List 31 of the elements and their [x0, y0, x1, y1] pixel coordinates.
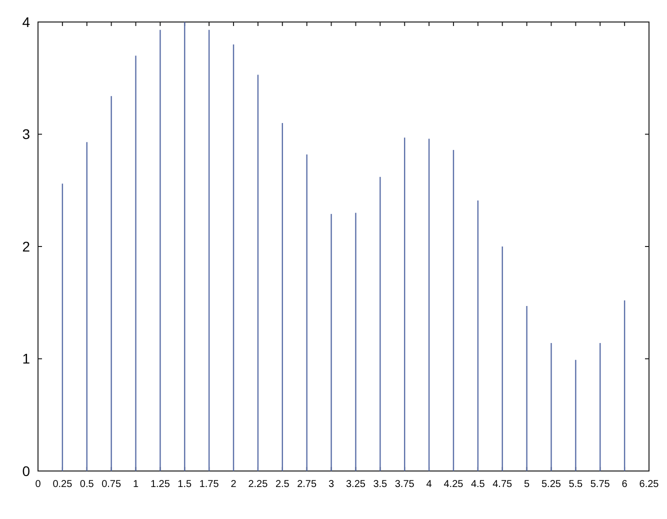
y-tick-label: 0	[22, 462, 30, 479]
x-tick-label: 0.5	[80, 479, 94, 490]
x-tick-label: 3.25	[346, 479, 366, 490]
x-tick-label: 2.25	[248, 479, 268, 490]
x-tick-label: 6	[622, 479, 628, 490]
x-tick-label: 1.25	[150, 479, 170, 490]
x-tick-label: 4.5	[470, 479, 486, 490]
x-tick-label: 0	[35, 479, 42, 490]
x-tick-label: 6.25	[639, 479, 660, 490]
x-tick-label: 2	[230, 479, 237, 490]
x-tick-label: 3.5	[373, 479, 388, 490]
x-tick-label: 3	[328, 479, 334, 490]
x-tick-label: 5.75	[590, 479, 610, 490]
y-tick-label: 1	[22, 350, 30, 367]
x-tick-label: 5.5	[568, 479, 584, 490]
x-tick-label: 1	[132, 479, 139, 490]
x-tick-label: 4.75	[492, 479, 513, 490]
x-tick-label: 2.5	[275, 479, 290, 490]
y-tick-label: 3	[22, 126, 30, 142]
x-tick-label: 5.25	[542, 479, 562, 490]
y-tick-label: 4	[22, 14, 30, 30]
x-tick-label: 2.75	[297, 479, 318, 490]
x-tick-label: 0.75	[102, 479, 122, 490]
x-tick-label: 4.25	[444, 479, 464, 490]
x-tick-label: 1.75	[199, 479, 220, 490]
x-tick-label: 0.25	[52, 479, 73, 490]
x-tick-label: 1.5	[178, 479, 192, 490]
y-tick-label: 2	[22, 238, 30, 254]
x-tick-label: 4	[426, 479, 432, 490]
x-tick-label: 5	[524, 479, 530, 490]
x-tick-label: 3.75	[394, 479, 415, 490]
